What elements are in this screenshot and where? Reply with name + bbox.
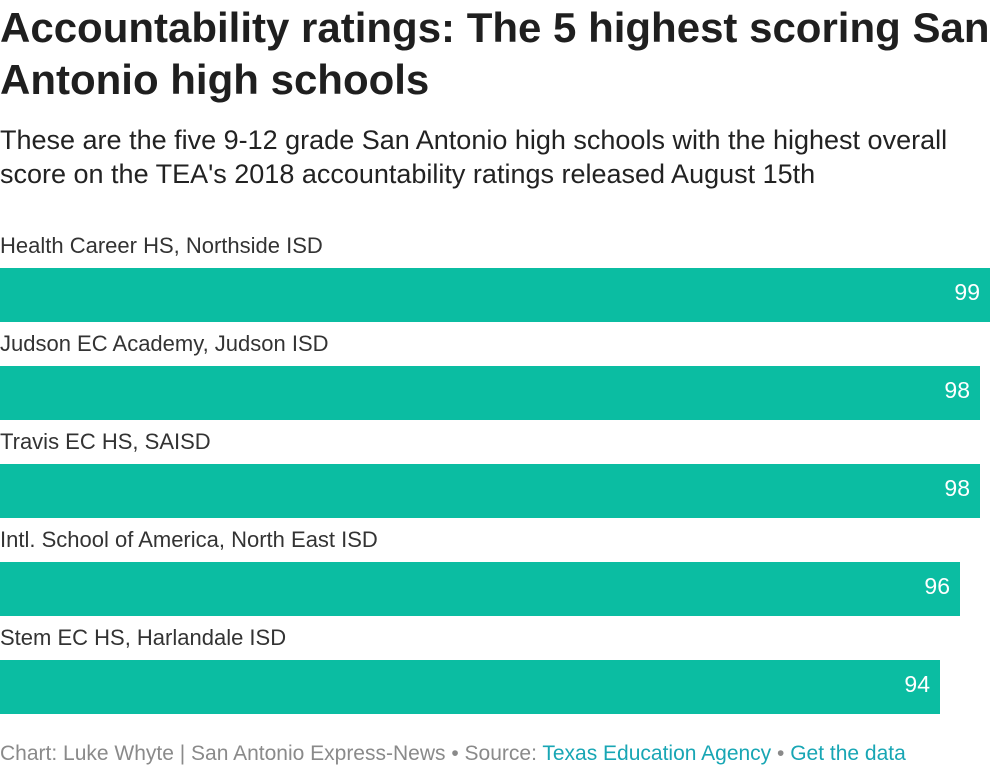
credit-text: Chart: Luke Whyte | San Antonio Express-…	[0, 742, 446, 765]
chart-footer: Chart: Luke Whyte | San Antonio Express-…	[0, 740, 1000, 768]
category-label: Stem EC HS, Harlandale ISD	[0, 625, 286, 650]
bar-value-label: 94	[904, 671, 930, 697]
bar-value-label: 99	[954, 279, 980, 305]
bar-value-label: 96	[924, 573, 950, 599]
category-label: Health Career HS, Northside ISD	[0, 233, 323, 258]
get-data-link[interactable]: Get the data	[790, 742, 906, 765]
source-label: Source:	[464, 742, 543, 765]
chart-title: Accountability ratings: The 5 highest sc…	[0, 4, 990, 103]
bar-value-label: 98	[944, 475, 970, 501]
bar	[0, 464, 980, 518]
bar	[0, 268, 990, 322]
category-label: Travis EC HS, SAISD	[0, 429, 211, 454]
bar-value-label: 98	[944, 377, 970, 403]
footer-separator: •	[771, 742, 791, 765]
bar	[0, 660, 940, 714]
category-label: Judson EC Academy, Judson ISD	[0, 331, 329, 356]
chart-subtitle: These are the five 9-12 grade San Antoni…	[0, 125, 948, 189]
bar	[0, 366, 980, 420]
category-label: Intl. School of America, North East ISD	[0, 527, 378, 552]
footer-separator: •	[445, 742, 465, 765]
bar-chart: Health Career HS, Northside ISD 99 Judson …	[0, 233, 990, 714]
source-link[interactable]: Texas Education Agency	[542, 742, 772, 765]
bar	[0, 562, 960, 616]
